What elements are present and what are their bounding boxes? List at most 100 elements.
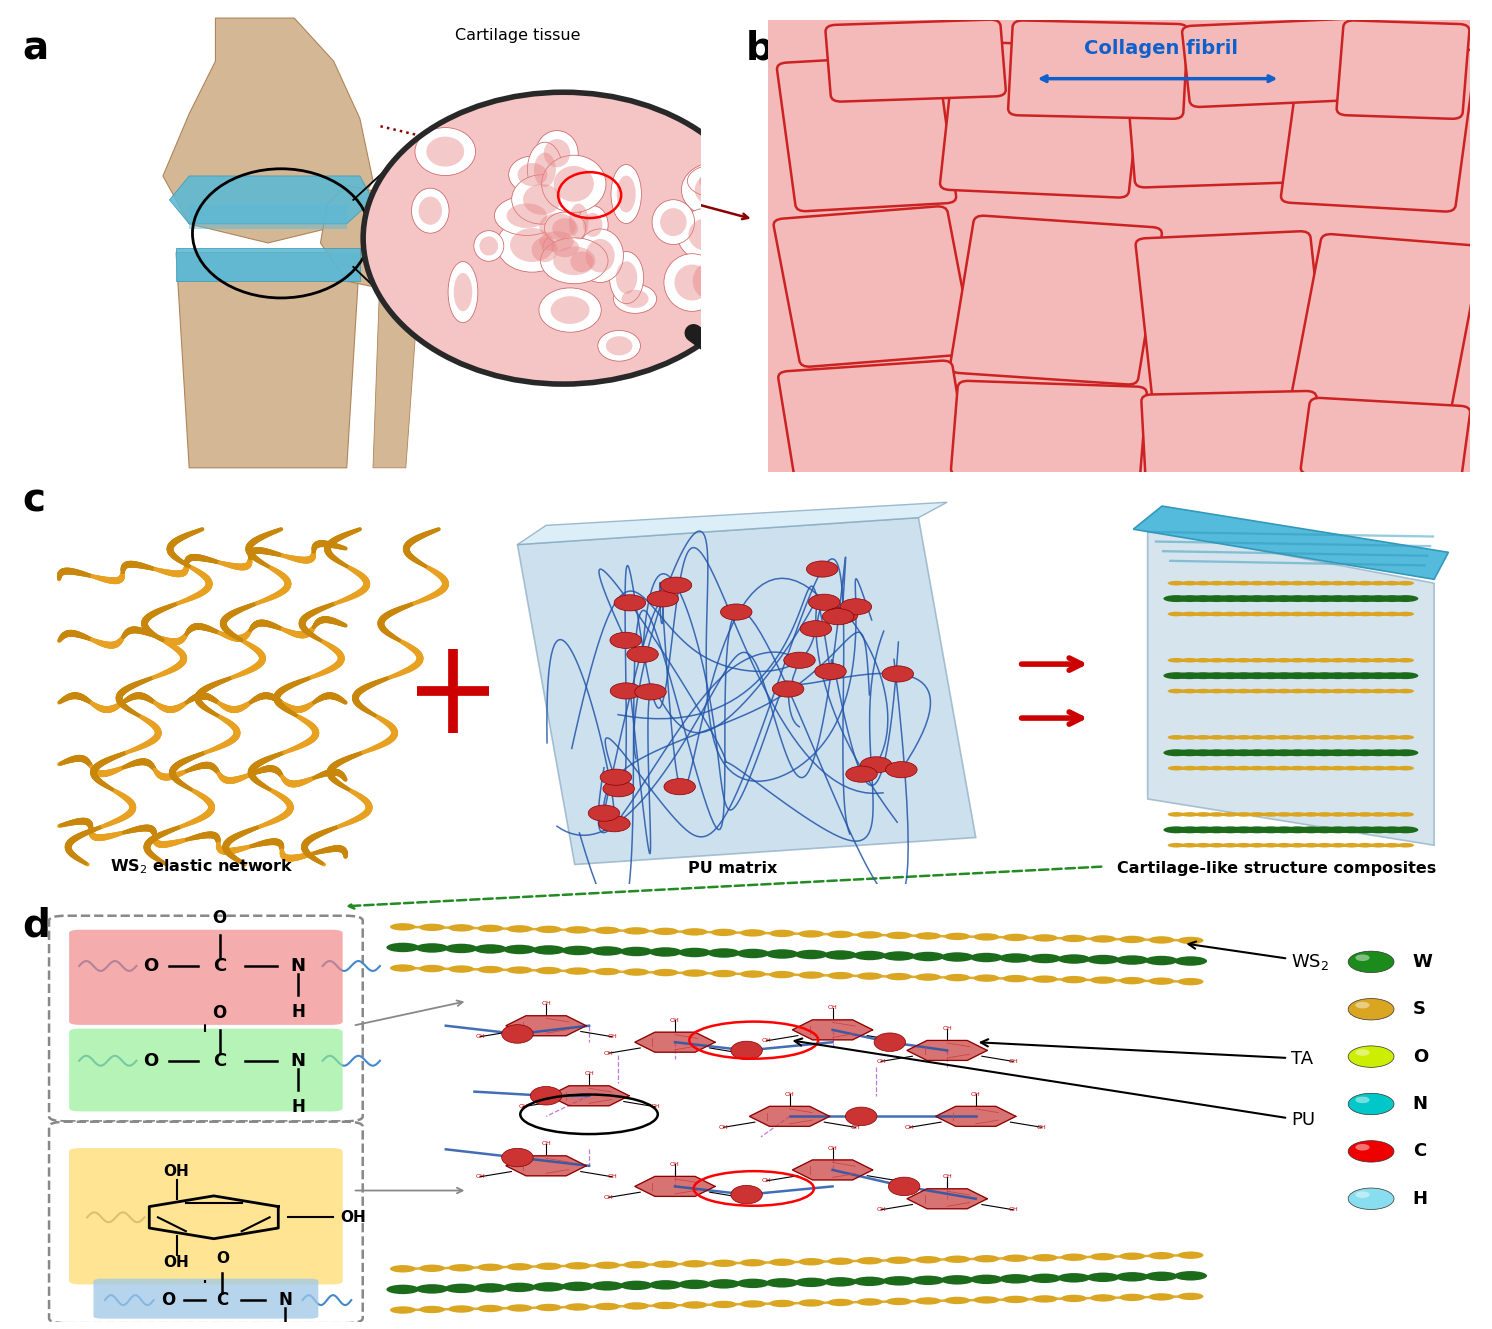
Circle shape — [1149, 936, 1174, 944]
Circle shape — [1249, 658, 1265, 663]
Circle shape — [707, 949, 740, 958]
Circle shape — [1244, 750, 1270, 756]
Circle shape — [652, 928, 679, 936]
Text: OH: OH — [1009, 1059, 1018, 1065]
Text: PU matrix: PU matrix — [688, 861, 777, 876]
Circle shape — [1316, 611, 1334, 617]
Circle shape — [1262, 611, 1279, 617]
Circle shape — [886, 1256, 912, 1264]
Ellipse shape — [568, 203, 588, 239]
Circle shape — [1235, 735, 1252, 740]
Text: c: c — [22, 481, 45, 520]
Circle shape — [1392, 827, 1419, 833]
Ellipse shape — [588, 805, 619, 821]
Circle shape — [1028, 1273, 1061, 1282]
Text: OH: OH — [542, 1142, 551, 1147]
Text: OH: OH — [518, 1104, 528, 1110]
Circle shape — [1383, 766, 1401, 771]
Circle shape — [419, 1265, 445, 1272]
Circle shape — [624, 1302, 649, 1309]
FancyBboxPatch shape — [774, 206, 973, 367]
Ellipse shape — [783, 653, 815, 668]
Circle shape — [1262, 658, 1279, 663]
Text: Intercellular
substance: Intercellular substance — [515, 262, 598, 291]
Ellipse shape — [1349, 1094, 1394, 1115]
Circle shape — [1383, 688, 1401, 694]
Circle shape — [503, 1282, 536, 1292]
Circle shape — [1209, 766, 1225, 771]
Text: OH: OH — [476, 1034, 485, 1039]
Circle shape — [1191, 672, 1216, 679]
Ellipse shape — [509, 155, 557, 193]
Circle shape — [915, 932, 941, 940]
Circle shape — [533, 945, 565, 954]
Circle shape — [1289, 658, 1306, 663]
Text: O: O — [212, 1003, 227, 1022]
Circle shape — [1217, 827, 1243, 833]
Circle shape — [941, 953, 974, 962]
Circle shape — [389, 924, 416, 930]
Text: OH: OH — [340, 1209, 366, 1225]
Circle shape — [1258, 750, 1283, 756]
Circle shape — [1383, 658, 1401, 663]
Polygon shape — [1147, 529, 1434, 845]
Circle shape — [1370, 611, 1388, 617]
Circle shape — [970, 953, 1003, 962]
Polygon shape — [321, 186, 452, 291]
Circle shape — [1086, 1273, 1119, 1282]
Ellipse shape — [554, 166, 594, 202]
Circle shape — [1289, 843, 1306, 848]
Ellipse shape — [807, 561, 839, 577]
Circle shape — [1289, 766, 1306, 771]
Ellipse shape — [682, 251, 737, 311]
Polygon shape — [636, 1033, 715, 1053]
Text: OH: OH — [828, 1146, 837, 1151]
FancyBboxPatch shape — [825, 20, 1006, 101]
Ellipse shape — [700, 170, 739, 191]
Ellipse shape — [616, 262, 637, 294]
Ellipse shape — [454, 272, 473, 311]
Circle shape — [507, 1304, 533, 1312]
Ellipse shape — [1355, 1049, 1370, 1055]
Circle shape — [1195, 766, 1212, 771]
Polygon shape — [163, 19, 373, 243]
Circle shape — [710, 1301, 737, 1308]
Ellipse shape — [688, 218, 725, 251]
Circle shape — [1191, 595, 1216, 602]
Circle shape — [679, 948, 712, 957]
Ellipse shape — [501, 1025, 533, 1043]
Circle shape — [1244, 595, 1270, 602]
Polygon shape — [1147, 530, 1434, 538]
Circle shape — [1271, 827, 1297, 833]
Circle shape — [1289, 812, 1306, 817]
Ellipse shape — [888, 1177, 921, 1196]
Circle shape — [1195, 812, 1212, 817]
Circle shape — [1303, 812, 1320, 817]
Circle shape — [828, 930, 853, 938]
Ellipse shape — [1355, 1002, 1370, 1009]
Text: OH: OH — [651, 1104, 659, 1110]
Circle shape — [886, 1297, 912, 1305]
Text: OH: OH — [164, 1255, 189, 1271]
Circle shape — [1235, 658, 1252, 663]
Circle shape — [1303, 611, 1320, 617]
Ellipse shape — [531, 238, 558, 262]
Circle shape — [1177, 750, 1203, 756]
Circle shape — [1168, 688, 1185, 694]
Circle shape — [1222, 735, 1238, 740]
Circle shape — [1298, 595, 1323, 602]
Circle shape — [565, 1304, 591, 1310]
Circle shape — [1195, 688, 1212, 694]
Circle shape — [1356, 581, 1374, 586]
Circle shape — [503, 945, 536, 954]
Text: b: b — [746, 29, 774, 68]
Circle shape — [445, 944, 477, 953]
Circle shape — [1168, 766, 1185, 771]
Circle shape — [770, 1300, 795, 1308]
Ellipse shape — [688, 163, 749, 198]
Circle shape — [1379, 595, 1405, 602]
Text: a: a — [22, 29, 49, 68]
Circle shape — [1168, 843, 1185, 848]
Circle shape — [1298, 672, 1323, 679]
Circle shape — [1091, 936, 1116, 942]
